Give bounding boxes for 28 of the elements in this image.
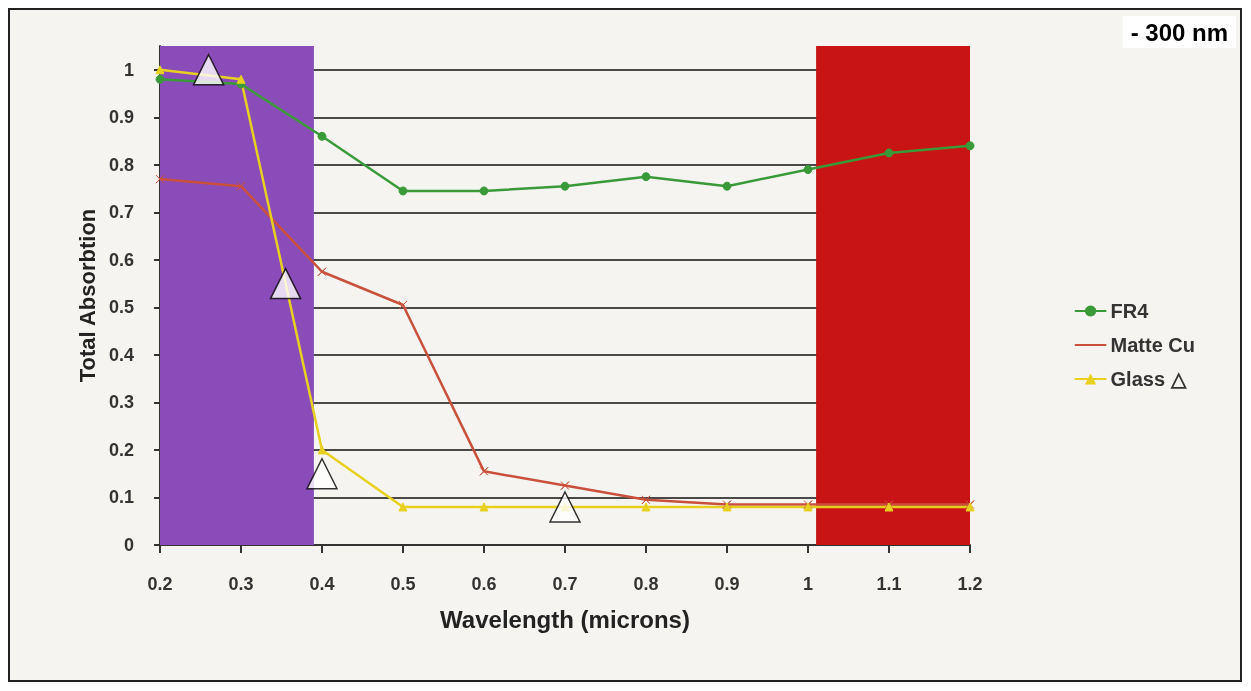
y-tick-label: 0.2	[108, 439, 134, 460]
x-tick-label: 1	[802, 574, 814, 594]
text: - 300 nm	[1130, 18, 1228, 46]
x-tick-label: 0.7	[552, 574, 578, 594]
x-tick-label: 0.6	[471, 574, 497, 594]
x-tick-label: 0.9	[714, 574, 740, 594]
x-axis-title: Wavelength (microns)	[440, 605, 690, 633]
y-tick-label: 0.4	[108, 344, 134, 365]
y-tick-label: 1	[123, 59, 134, 80]
legend-label: FR4	[1110, 300, 1150, 322]
x-tick-label: 0.4	[309, 574, 335, 594]
x-tick-label: 0.5	[390, 574, 416, 594]
x-tick-label: 1.1	[876, 574, 902, 594]
y-tick-label: 0.8	[108, 154, 134, 175]
y-axis-title: Total Absorbtion	[74, 208, 100, 383]
y-tick-label: 0.6	[108, 249, 134, 270]
legend-label: Glass △	[1110, 368, 1187, 390]
y-tick-label: 0.7	[108, 202, 134, 223]
x-tick-label: 0.8	[633, 574, 659, 594]
y-tick-label: 0.3	[108, 392, 134, 413]
x-tick-label: 0.2	[147, 574, 173, 594]
y-tick-label: 0.5	[108, 297, 134, 318]
legend-label: Matte Cu	[1110, 334, 1196, 356]
y-tick-label: 0.1	[108, 487, 134, 508]
y-tick-label: 0.9	[108, 107, 134, 128]
x-tick-label: 0.3	[228, 574, 254, 594]
y-tick-label: 0	[123, 535, 134, 555]
x-tick-label: 1.2	[957, 574, 983, 594]
